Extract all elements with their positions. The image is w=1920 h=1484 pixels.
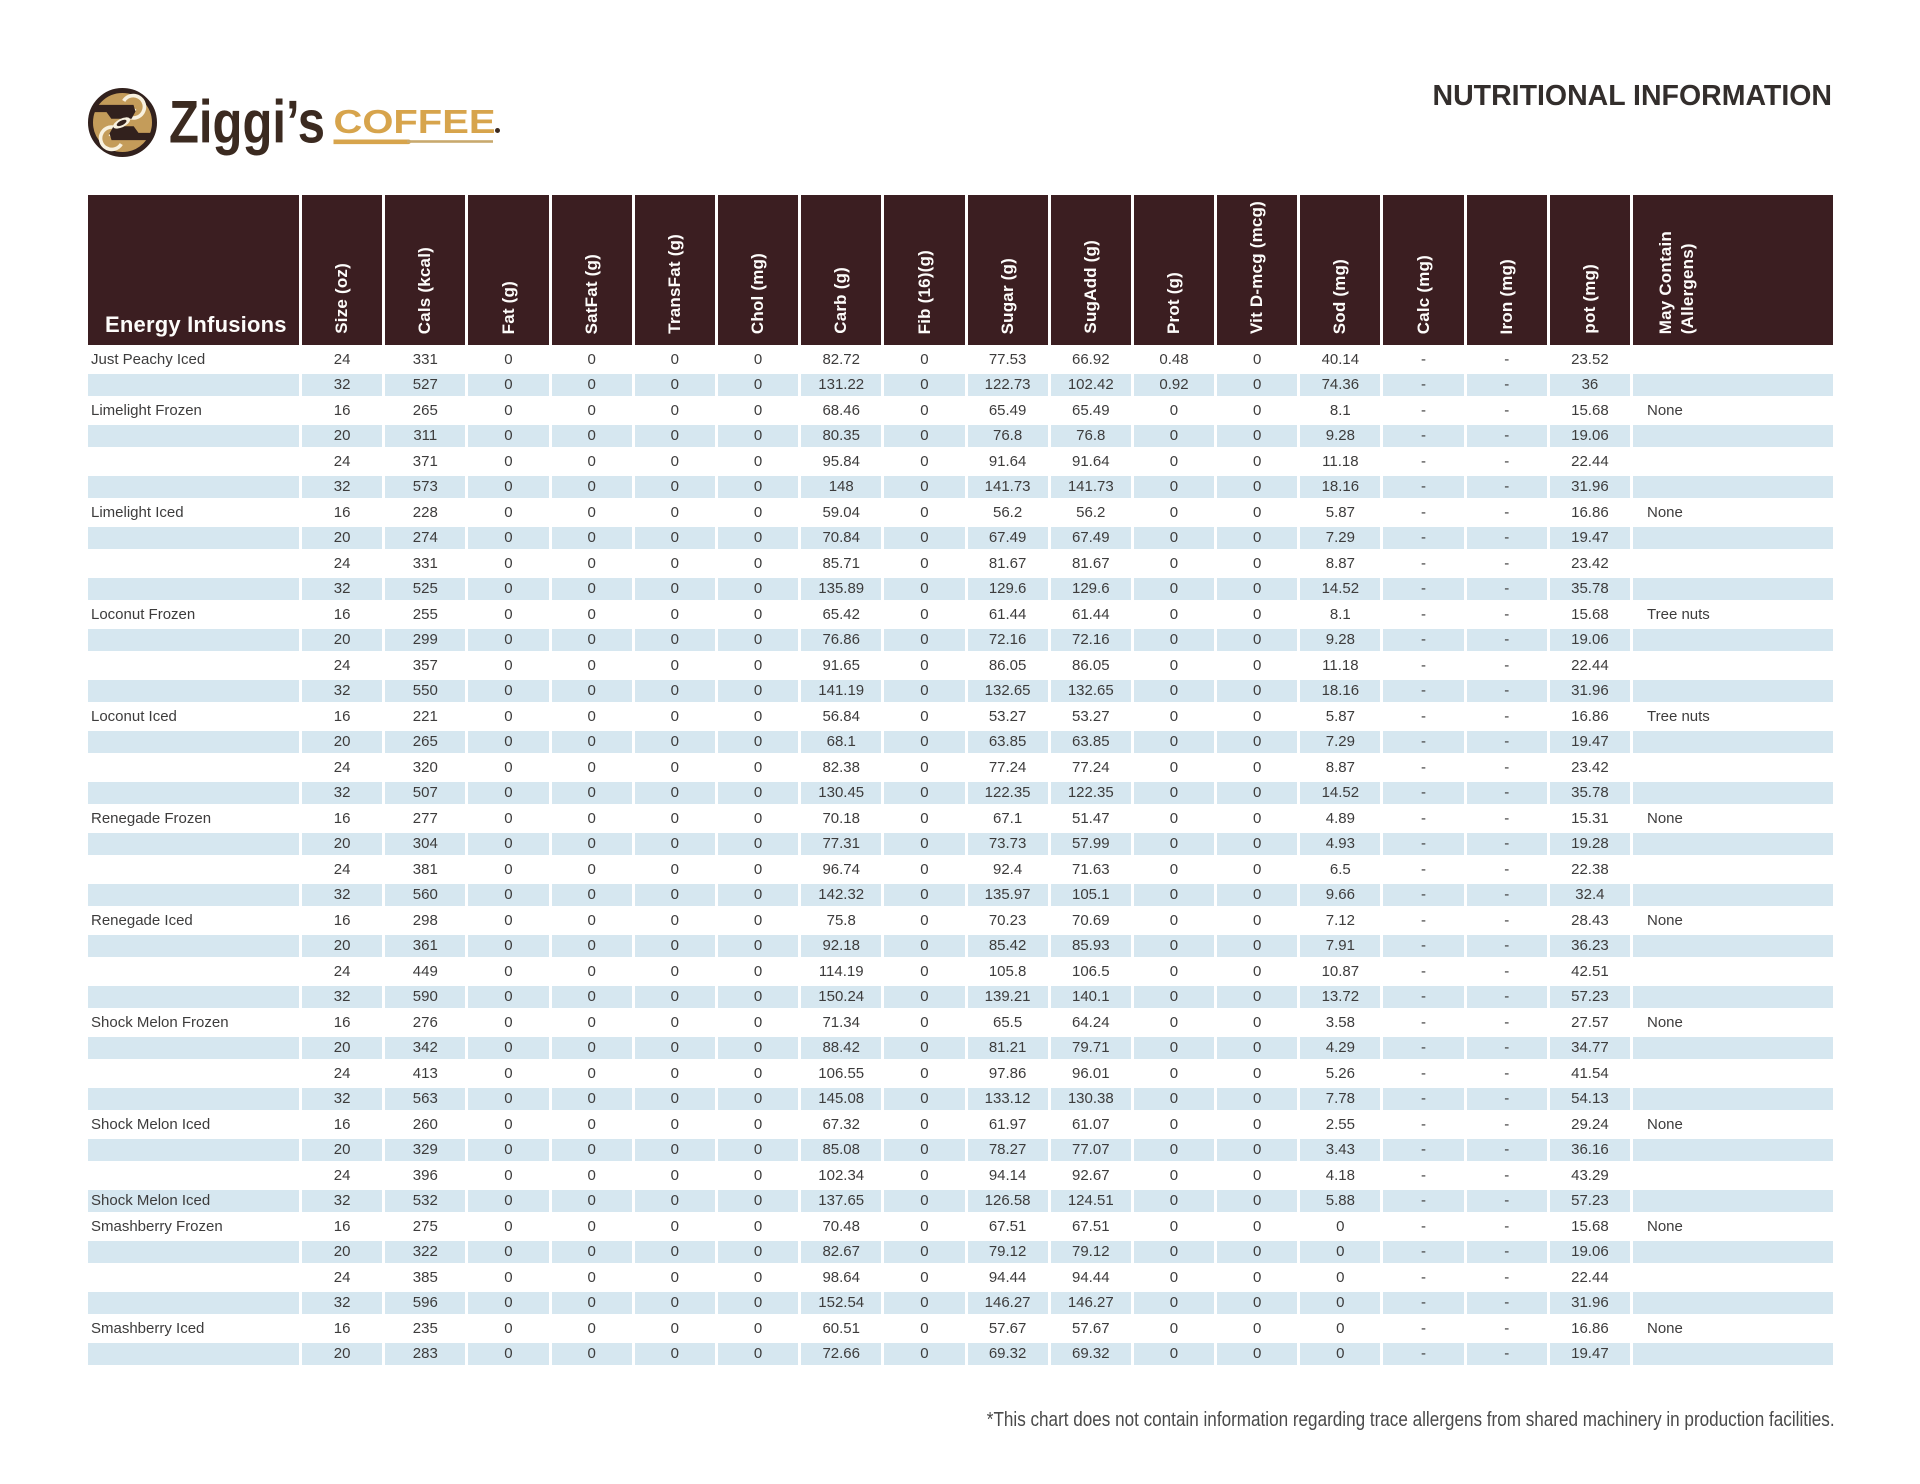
svg-text:COFFEE: COFFEE [334, 104, 496, 141]
svg-text:Ziggi’s: Ziggi’s [169, 89, 325, 156]
